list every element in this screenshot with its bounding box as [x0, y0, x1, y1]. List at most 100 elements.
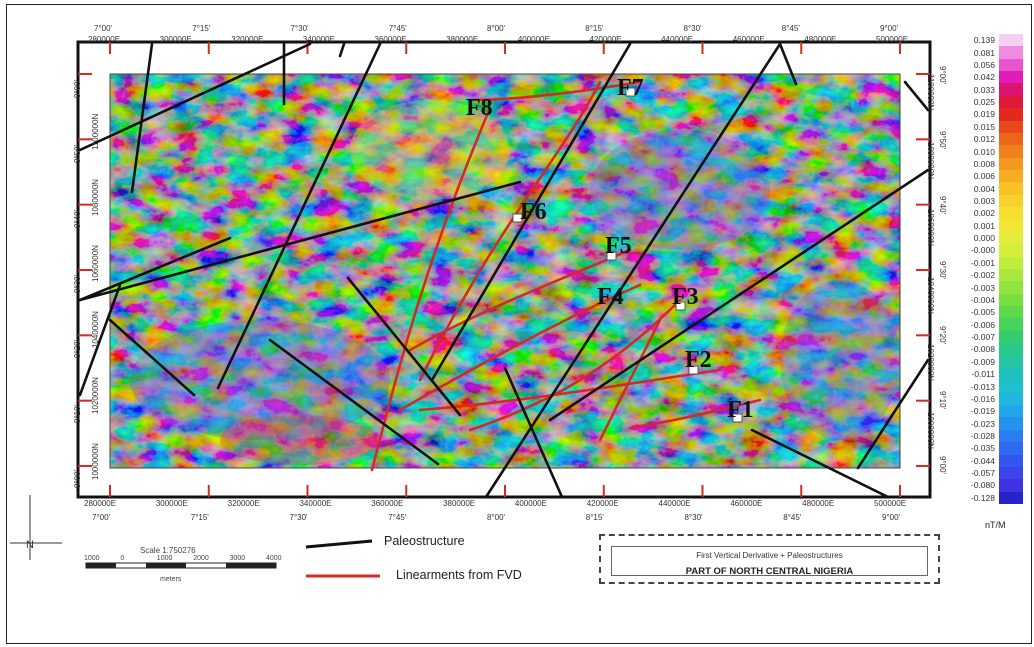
paleostructure-line: [750, 428, 890, 499]
left-latitude-label: 9°20': [73, 339, 82, 358]
top-easting-label: 440000E: [661, 35, 694, 44]
color-scale-swatch: [999, 256, 1023, 270]
color-scale-swatch: [999, 330, 1023, 344]
color-scale-swatch: [999, 244, 1023, 258]
title-block-inner: First Vertical Derivative + Paleostructu…: [611, 546, 928, 577]
color-scale-swatch: [999, 466, 1023, 480]
left-northing-label: 1060000N: [91, 245, 100, 282]
scale-unit: meters: [160, 576, 182, 583]
bottom-longitude-label: 9°00': [882, 513, 901, 522]
color-scale-value: -0.023: [970, 418, 995, 429]
scale-tick-label: 2000: [193, 555, 209, 562]
fault-marker: [675, 301, 686, 311]
top-easting-label: 300000E: [159, 35, 192, 44]
top-easting-label: 420000E: [589, 35, 622, 44]
color-scale-value: 0.010: [973, 146, 995, 157]
lineament-line: [398, 283, 642, 412]
color-scale-value: -0.035: [970, 443, 995, 454]
color-scale-swatch: [999, 231, 1023, 245]
color-scale-value: -0.003: [970, 282, 995, 293]
fault-marker: [606, 251, 617, 261]
right-latitude-label: 9°00': [938, 66, 947, 85]
paleostructure-line: [346, 276, 462, 417]
color-scale-swatch: [999, 83, 1023, 97]
bottom-longitude-label: 7°30': [289, 513, 308, 522]
left-northing-label: 1100000N: [91, 113, 100, 150]
color-scale-value: -0.006: [970, 319, 995, 330]
right-northing-label: 1100000N: [926, 74, 935, 111]
right-latitude-label: 9°30': [938, 261, 947, 280]
color-scale-value: 0.004: [973, 183, 995, 194]
paleostructures-layer: [78, 42, 930, 499]
legend-lineaments-label: Linearments from FVD: [396, 568, 522, 582]
lineament-line: [628, 398, 762, 430]
lineaments-layer: [370, 80, 762, 472]
title-line-2: PART OF NORTH CENTRAL NIGERIA: [685, 566, 854, 577]
top-easting-label: 500000E: [876, 35, 909, 44]
bottom-longitude-label: 7°15': [190, 513, 209, 522]
color-scale-swatch: [999, 318, 1023, 332]
left-latitude-label: 9°50': [73, 144, 82, 163]
color-scale-swatch: [999, 380, 1023, 394]
bottom-easting-label: 340000E: [299, 499, 332, 508]
paleostructure-line: [78, 42, 312, 152]
color-scale-swatch: [999, 306, 1023, 319]
color-scale-value: -0.002: [970, 270, 995, 281]
color-scale-value: -0.001: [970, 257, 995, 268]
color-scale-value: -0.009: [970, 356, 995, 367]
color-scale-value: 0.019: [973, 109, 995, 120]
color-scale-value: -0.005: [970, 307, 995, 318]
color-scale-value: 0.056: [973, 59, 995, 70]
top-easting-label: 480000E: [804, 35, 837, 44]
paleostructure-line: [108, 318, 196, 397]
color-scale-value: 0.003: [973, 195, 995, 206]
fault-marker: [732, 413, 743, 423]
color-scale-swatch: [999, 207, 1023, 221]
bottom-longitude-label: 8°30': [684, 513, 703, 522]
right-northing-label: 1020000N: [926, 344, 935, 382]
paleostructure-line: [903, 80, 930, 112]
color-scale-swatch: [999, 479, 1023, 493]
paleostructure-line: [484, 42, 782, 499]
bottom-easting-label: 300000E: [155, 499, 188, 508]
left-northing-label: 1080000N: [91, 179, 100, 216]
paleostructure-line: [503, 366, 564, 499]
color-scale-value: 0.000: [973, 233, 995, 244]
north-arrow: N: [10, 495, 62, 560]
lineament-line: [418, 80, 602, 382]
top-easting-label: 340000E: [302, 35, 335, 44]
color-scale-value: -0.016: [970, 393, 995, 404]
fault-label-f1: F1: [727, 397, 754, 423]
fault-label-f3: F3: [672, 284, 699, 310]
scale-tick-label: 3000: [229, 555, 246, 562]
color-scale-swatch: [999, 46, 1023, 60]
fault-label-f8: F8: [466, 95, 493, 121]
color-scale-value: -0.007: [970, 332, 995, 343]
color-scale-swatch: [999, 132, 1023, 146]
fault-label-f5: F5: [605, 233, 632, 259]
right-northing-label: 1040000N: [926, 276, 935, 314]
right-latitude-label: 9°10': [938, 391, 947, 410]
bottom-easting-label: 420000E: [586, 499, 619, 508]
right-latitude-label: 9°00': [938, 456, 947, 475]
lineament-line: [468, 298, 682, 432]
top-longitude-label: 9°00': [880, 24, 899, 33]
lineament-line: [370, 106, 492, 472]
color-scale-value: -0.057: [970, 468, 995, 479]
scale-tick-label: 4000: [266, 555, 282, 562]
scale-tick-label: 1000: [156, 555, 173, 562]
fvd-raster: [110, 74, 900, 468]
fault-marker: [512, 213, 523, 223]
bottom-longitude-label: 8°00': [487, 513, 506, 522]
title-block: First Vertical Derivative + Paleostructu…: [599, 534, 940, 584]
color-scale-swatch: [999, 95, 1023, 109]
svg-text:N: N: [26, 539, 34, 551]
paleostructure-line: [778, 42, 798, 86]
bottom-longitude-label: 8°15': [585, 513, 604, 522]
lineament-line: [468, 80, 642, 102]
paleostructure-line: [78, 283, 122, 397]
bottom-easting-label: 500000E: [874, 499, 907, 508]
left-latitude-label: 9°30': [73, 274, 82, 293]
bottom-longitude-label: 7°00': [92, 513, 111, 522]
color-scale-value: -0.008: [970, 344, 995, 355]
